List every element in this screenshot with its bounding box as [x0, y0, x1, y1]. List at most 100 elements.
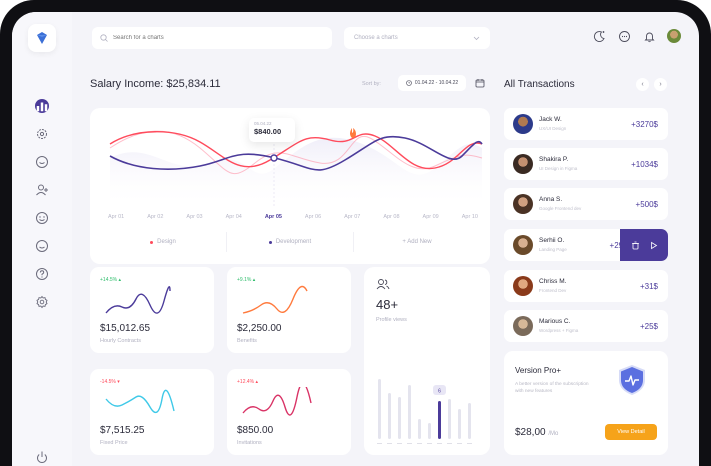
- sparkline: [105, 389, 175, 414]
- app-logo[interactable]: [28, 24, 56, 52]
- theme-toggle-icon[interactable]: [592, 29, 606, 43]
- stat-value: $850.00: [237, 425, 274, 436]
- search-input[interactable]: [113, 35, 313, 41]
- transaction-item[interactable]: Anna S. Google Frontend dev +500$: [504, 188, 668, 220]
- selected-point[interactable]: [270, 154, 278, 162]
- views-bar: [448, 399, 451, 439]
- tx-role: UI Design in Figma: [539, 166, 578, 171]
- calendar-icon[interactable]: [475, 78, 485, 88]
- power-icon[interactable]: [33, 448, 51, 466]
- transaction-item[interactable]: Jack W. UX/UI Design +3270$: [504, 108, 668, 140]
- views-label: Profile views: [376, 317, 407, 323]
- views-bar-tag-text: 6: [438, 389, 441, 395]
- user-avatar[interactable]: [667, 29, 681, 43]
- play-icon[interactable]: [649, 241, 658, 250]
- chart-legend: Design Development + Add New: [100, 232, 480, 252]
- tx-role: Landing Page: [539, 247, 567, 252]
- tooltip-value: $840.00: [254, 127, 282, 136]
- stat-card-fixed[interactable]: -14.5% ▾ $7,515.25 Fixed Price: [90, 369, 214, 455]
- stat-label: Fixed Price: [100, 440, 128, 446]
- views-bar: [398, 397, 401, 439]
- legend-design-label: Design: [157, 239, 176, 245]
- tx-amount: +1034$: [631, 160, 658, 169]
- legend-design[interactable]: Design: [100, 232, 227, 252]
- stat-card-benefits[interactable]: +9.1% ▴ $2,250.00 Benefits: [227, 267, 351, 353]
- legend-development[interactable]: Development: [227, 232, 354, 252]
- add-user-icon[interactable]: [33, 181, 51, 199]
- swipe-actions: [620, 229, 668, 261]
- chat-icon[interactable]: [617, 29, 631, 43]
- stat-change: +12.4% ▴: [237, 379, 258, 385]
- legend-dot: [268, 240, 272, 244]
- cog-icon[interactable]: [33, 293, 51, 311]
- stat-label: Hourly Contracts: [100, 338, 141, 344]
- development-series-line: [109, 135, 483, 171]
- views-bar: [428, 423, 431, 439]
- top-icons: [592, 29, 681, 43]
- stat-value: $2,250.00: [237, 323, 282, 334]
- x-label: Apr 06: [304, 214, 322, 220]
- chart-select[interactable]: Choose a charts: [344, 27, 490, 49]
- views-bar: [468, 403, 471, 439]
- fire-icon: [350, 128, 356, 138]
- tx-name: Chriss M.: [539, 278, 567, 285]
- tx-role: Frontend Dev: [539, 288, 567, 293]
- chart-tooltip: 05.04.22 $840.00: [249, 118, 295, 142]
- salary-title: Salary Income: $25,834.11: [90, 78, 221, 90]
- avatar: [513, 235, 533, 255]
- view-detail-button[interactable]: View Detail: [605, 424, 657, 440]
- tx-name: Serhii O.: [539, 237, 565, 244]
- transaction-item[interactable]: Shakira P. UI Design in Figma +1034$: [504, 148, 668, 180]
- avatar: [513, 316, 533, 336]
- x-label: Apr 04: [225, 214, 242, 220]
- salary-line-chart: [109, 128, 483, 208]
- nav-dashboard-icon[interactable]: [35, 99, 49, 113]
- date-range-picker[interactable]: 01.04.22 - 10.04.22: [398, 75, 466, 91]
- stat-card-invitations[interactable]: +12.4% ▴ $850.00 Invitations: [227, 369, 351, 455]
- delete-icon[interactable]: [631, 241, 640, 250]
- help-icon[interactable]: [33, 265, 51, 283]
- stat-label: Invitations: [237, 440, 262, 446]
- chart-area-fill: [110, 137, 482, 208]
- messages-icon[interactable]: [33, 153, 51, 171]
- search-box[interactable]: [92, 27, 332, 49]
- design-series-line: [109, 131, 483, 170]
- pro-upgrade-card: Version Pro+ A better version of the sub…: [504, 351, 668, 455]
- emoji-icon[interactable]: [33, 237, 51, 255]
- legend-dot: [150, 240, 154, 244]
- stat-change: +14.5% ▴: [100, 277, 121, 283]
- views-bar: [458, 409, 461, 439]
- dashboard-screen: Choose a charts Salary Income: $25,834.1…: [12, 12, 699, 466]
- x-label: Apr 02: [147, 214, 164, 220]
- x-label: Apr 01: [108, 214, 125, 220]
- avatar: [513, 276, 533, 296]
- views-bar: [388, 393, 391, 439]
- transaction-item[interactable]: Chriss M. Frontend Dev +31$: [504, 270, 668, 302]
- bell-icon[interactable]: [642, 29, 656, 43]
- design-series-ghost: [109, 130, 483, 175]
- stat-value: $7,515.25: [100, 425, 145, 436]
- settings-gear-icon[interactable]: [33, 125, 51, 143]
- stat-label: Benefits: [237, 338, 257, 344]
- tx-amount: +500$: [635, 200, 658, 209]
- views-bar: [378, 379, 381, 439]
- prev-page-icon[interactable]: ‹: [636, 78, 649, 91]
- avatar: [513, 114, 533, 134]
- tx-name: Shakira P.: [539, 156, 569, 163]
- x-label-selected: Apr 05: [264, 214, 282, 220]
- next-page-icon[interactable]: ›: [654, 78, 667, 91]
- transaction-item[interactable]: Marious C. Wordpress + Figma +25$: [504, 310, 668, 342]
- date-range-text: 01.04.22 - 10.04.22: [414, 80, 459, 86]
- tx-amount: +3270$: [631, 120, 658, 129]
- avatar: [513, 194, 533, 214]
- add-series-button[interactable]: + Add New: [354, 232, 480, 252]
- tx-amount: +31$: [639, 282, 658, 291]
- tx-role: Google Frontend dev: [539, 206, 582, 211]
- stat-card-hourly[interactable]: +14.5% ▴ $15,012.65 Hourly Contracts: [90, 267, 214, 353]
- views-bar-highlight: [438, 401, 441, 439]
- avatar: [513, 154, 533, 174]
- profile-views-card[interactable]: 48+ Profile views 6: [364, 267, 490, 455]
- face-icon[interactable]: [33, 209, 51, 227]
- tx-amount: +25$: [639, 322, 658, 331]
